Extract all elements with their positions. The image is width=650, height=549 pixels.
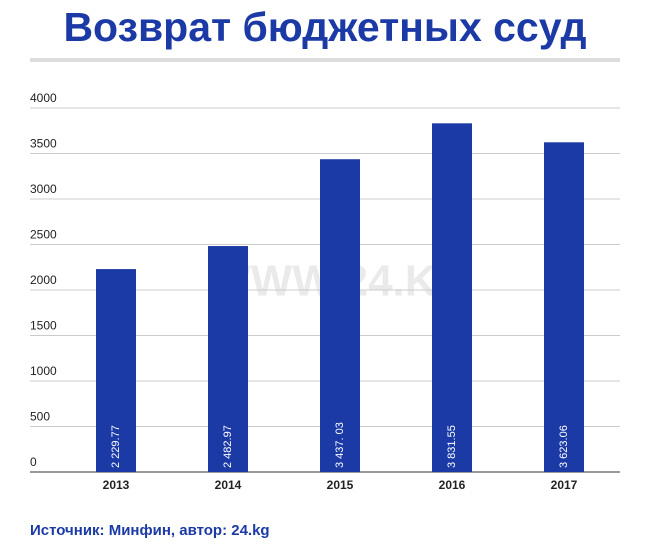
x-tick-label: 2013 (103, 478, 130, 492)
y-tick-label: 3500 (30, 137, 57, 151)
value-label: 2 229.77 (110, 425, 122, 468)
chart-title: Возврат бюджетных ссуд (63, 4, 586, 50)
bar (432, 123, 472, 472)
x-tick-label: 2014 (215, 478, 242, 492)
y-tick-label: 3000 (30, 182, 57, 196)
y-tick-label: 4000 (30, 91, 57, 105)
source-note: Источник: Минфин, автор: 24.kg (30, 522, 270, 539)
x-tick-label: 2016 (439, 478, 466, 492)
value-label: 3 831.55 (446, 425, 458, 468)
title-rule (30, 58, 620, 62)
y-tick-label: 2000 (30, 273, 57, 287)
x-tick-label: 2015 (327, 478, 354, 492)
y-tick-label: 1000 (30, 364, 57, 378)
value-label: 3 623.06 (558, 425, 570, 468)
value-label: 2 482.97 (222, 425, 234, 468)
bar (96, 269, 136, 472)
x-tick-label: 2017 (551, 478, 578, 492)
bar (544, 142, 584, 472)
y-tick-label: 2500 (30, 228, 57, 242)
bar (208, 246, 248, 472)
y-tick-label: 1500 (30, 319, 57, 333)
bar (320, 159, 360, 472)
y-tick-label: 500 (30, 410, 50, 424)
value-label: 3 437. 03 (334, 422, 346, 468)
y-tick-label: 0 (30, 455, 37, 469)
